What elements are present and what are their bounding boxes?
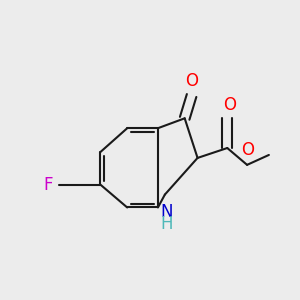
Text: N: N	[160, 202, 173, 220]
Text: O: O	[242, 141, 255, 159]
Text: O: O	[223, 96, 236, 114]
Text: F: F	[44, 176, 53, 194]
Text: O: O	[185, 72, 198, 90]
Text: H: H	[160, 215, 173, 233]
